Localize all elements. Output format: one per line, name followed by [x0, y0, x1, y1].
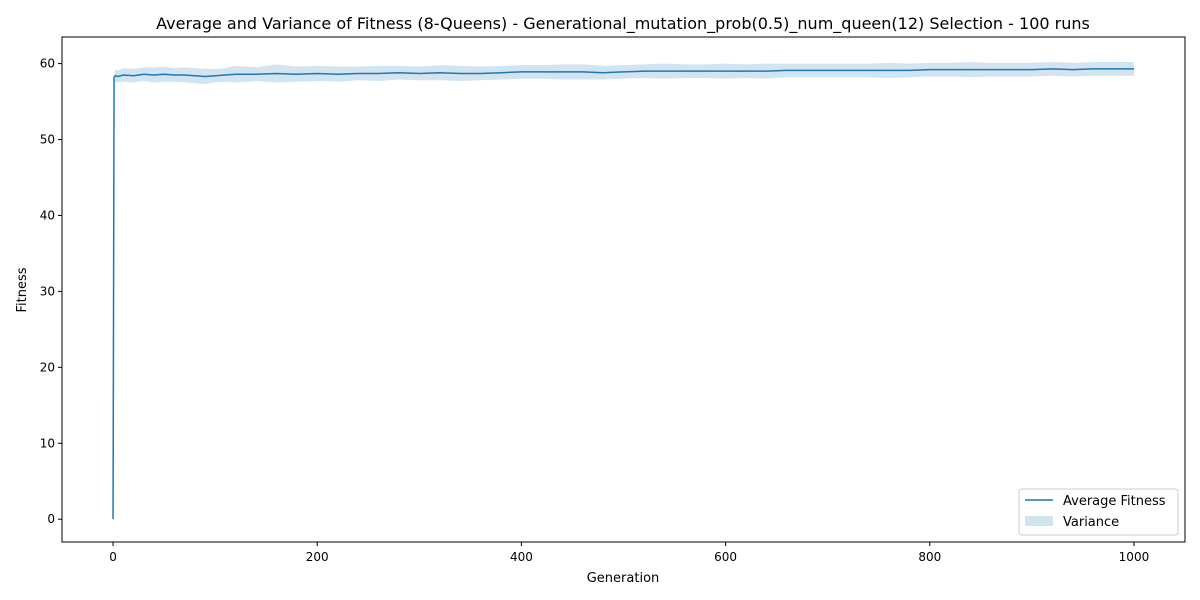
y-tick-label: 40	[40, 208, 55, 222]
x-axis-label: Generation	[587, 571, 660, 586]
x-axis-ticks: 0 200 400 600 800 1000	[109, 542, 1149, 564]
y-tick-label: 20	[40, 360, 55, 374]
y-tick-label: 10	[40, 436, 55, 450]
legend-band-swatch	[1025, 516, 1053, 526]
y-tick-label: 50	[40, 133, 55, 147]
x-tick-label: 600	[714, 550, 737, 564]
legend-label-variance: Variance	[1063, 515, 1119, 530]
legend: Average Fitness Variance	[1018, 488, 1179, 536]
chart-title: Average and Variance of Fitness (8-Queen…	[156, 14, 1090, 34]
x-tick-label: 800	[918, 550, 941, 564]
legend-box	[1018, 488, 1179, 536]
x-tick-label: 400	[510, 550, 533, 564]
average-fitness-line	[112, 68, 1134, 520]
y-tick-label: 30	[40, 284, 55, 298]
y-tick-label: 60	[40, 57, 55, 71]
legend-label-average-fitness: Average Fitness	[1063, 494, 1166, 509]
y-axis-ticks: 0 10 20 30 40 50 60	[40, 57, 62, 526]
x-tick-label: 1000	[1119, 550, 1150, 564]
y-axis-label: Fitness	[15, 267, 30, 312]
plot-area	[112, 62, 1134, 520]
x-tick-label: 0	[109, 550, 117, 564]
y-tick-label: 0	[47, 512, 55, 526]
x-tick-label: 200	[306, 550, 329, 564]
axes-frame	[61, 36, 1186, 543]
